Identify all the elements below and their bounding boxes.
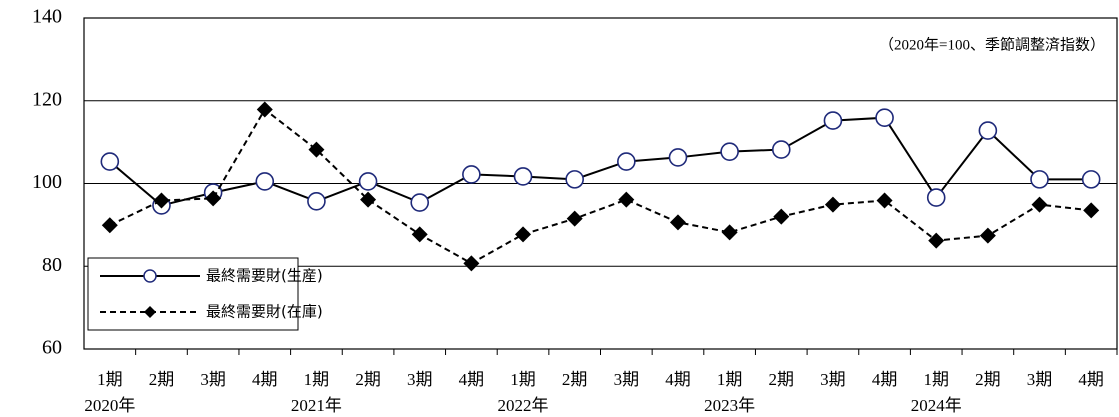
legend-label: 最終需要財(生産) bbox=[206, 267, 323, 285]
point bbox=[256, 101, 273, 118]
point bbox=[463, 255, 480, 272]
point bbox=[565, 170, 584, 189]
point bbox=[928, 232, 945, 249]
point bbox=[1030, 170, 1049, 189]
point bbox=[1083, 202, 1100, 219]
y-tick-label: 60 bbox=[42, 337, 62, 359]
x-tick-label: 3期 bbox=[614, 370, 640, 389]
year-label: 2023年 bbox=[704, 396, 755, 415]
year-label: 2024年 bbox=[911, 396, 962, 415]
year-label: 2022年 bbox=[498, 396, 549, 415]
x-tick-label: 1期 bbox=[923, 370, 949, 389]
x-tick-label: 4期 bbox=[1078, 370, 1104, 389]
point bbox=[979, 227, 996, 244]
point bbox=[721, 224, 738, 241]
point bbox=[720, 142, 739, 161]
year-label: 2020年 bbox=[84, 396, 135, 415]
point bbox=[153, 192, 170, 209]
legend-marker bbox=[143, 269, 157, 283]
y-tick-label: 80 bbox=[42, 254, 62, 276]
x-tick-label: 1期 bbox=[510, 370, 536, 389]
point bbox=[205, 190, 222, 207]
point bbox=[1081, 170, 1101, 189]
x-tick-label: 3期 bbox=[820, 370, 846, 389]
x-tick-label: 2期 bbox=[975, 370, 1001, 389]
point bbox=[926, 188, 946, 207]
x-tick-label: 4期 bbox=[459, 370, 485, 389]
point bbox=[771, 140, 791, 159]
x-tick-label: 2期 bbox=[149, 370, 175, 389]
point bbox=[773, 208, 790, 225]
point bbox=[617, 152, 636, 171]
point bbox=[566, 210, 583, 227]
point bbox=[411, 226, 428, 243]
point bbox=[308, 141, 325, 158]
series-line bbox=[109, 107, 1092, 265]
point bbox=[824, 196, 841, 213]
x-tick-label: 2期 bbox=[769, 370, 795, 389]
point bbox=[515, 226, 532, 243]
y-tick-label: 100 bbox=[32, 171, 62, 193]
point bbox=[1031, 196, 1048, 213]
annotation: （2020年=100、季節調整済指数） bbox=[879, 35, 1105, 53]
x-tick-label: 4期 bbox=[665, 370, 691, 389]
point bbox=[100, 152, 120, 171]
legend-box bbox=[87, 257, 299, 331]
year-label: 2021年 bbox=[291, 396, 342, 415]
point bbox=[307, 191, 326, 211]
x-tick-label: 2期 bbox=[355, 370, 381, 389]
x-tick-label: 3期 bbox=[200, 370, 226, 389]
point bbox=[513, 167, 533, 186]
point bbox=[875, 108, 894, 128]
x-tick-label: 3期 bbox=[1027, 370, 1053, 389]
point bbox=[358, 172, 378, 191]
point bbox=[618, 191, 635, 208]
series-line bbox=[109, 116, 1092, 207]
point bbox=[410, 193, 430, 212]
point bbox=[978, 121, 998, 140]
point bbox=[462, 165, 481, 184]
y-tick-label: 140 bbox=[32, 6, 62, 28]
point bbox=[668, 148, 688, 167]
legend-marker bbox=[144, 306, 156, 318]
point bbox=[360, 191, 377, 208]
x-tick-label: 3期 bbox=[407, 370, 433, 389]
point bbox=[255, 172, 275, 191]
x-tick-label: 1期 bbox=[717, 370, 743, 389]
point bbox=[876, 192, 893, 209]
point bbox=[669, 214, 686, 231]
y-tick-label: 120 bbox=[32, 88, 62, 110]
x-tick-label: 4期 bbox=[252, 370, 278, 389]
x-tick-label: 1期 bbox=[97, 370, 123, 389]
x-tick-label: 1期 bbox=[304, 370, 330, 389]
x-tick-label: 4期 bbox=[872, 370, 898, 389]
legend-label: 最終需要財(在庫) bbox=[206, 303, 323, 321]
x-tick-label: 2期 bbox=[562, 370, 588, 389]
point bbox=[823, 111, 843, 130]
point bbox=[101, 217, 118, 234]
